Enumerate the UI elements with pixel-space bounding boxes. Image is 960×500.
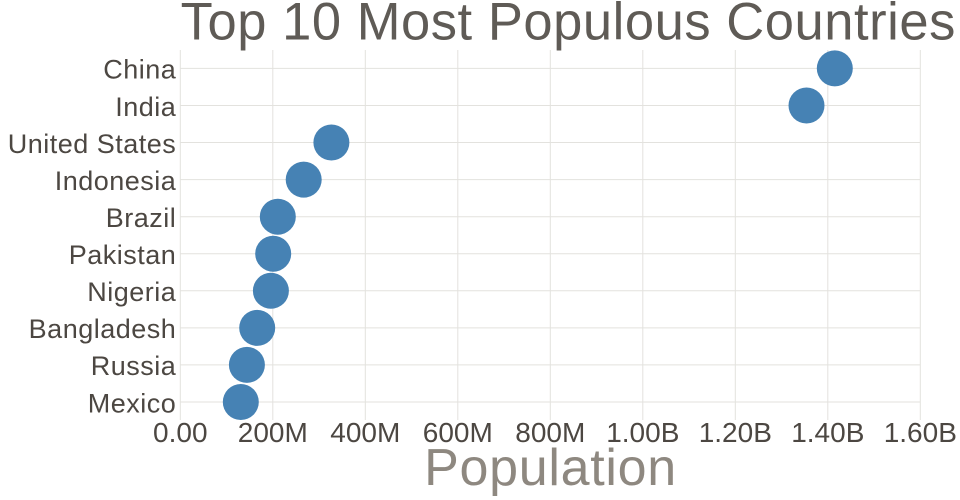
svg-text:India: India	[115, 92, 177, 122]
svg-text:Russia: Russia	[91, 351, 177, 381]
svg-text:Indonesia: Indonesia	[55, 166, 177, 196]
svg-text:Brazil: Brazil	[106, 203, 177, 233]
svg-text:400M: 400M	[330, 417, 400, 448]
svg-text:Mexico: Mexico	[88, 388, 177, 418]
svg-text:Bangladesh: Bangladesh	[29, 314, 177, 344]
svg-text:1.40B: 1.40B	[791, 417, 864, 448]
svg-text:200M: 200M	[238, 417, 308, 448]
svg-text:Top 10 Most Populous Countries: Top 10 Most Populous Countries	[181, 0, 956, 52]
svg-text:1.60B: 1.60B	[884, 417, 957, 448]
svg-text:800M: 800M	[515, 417, 585, 448]
svg-text:1.20B: 1.20B	[699, 417, 772, 448]
svg-text:China: China	[103, 55, 177, 85]
svg-text:United States: United States	[8, 129, 177, 159]
svg-text:600M: 600M	[423, 417, 493, 448]
svg-text:Pakistan: Pakistan	[69, 240, 177, 270]
svg-text:0.00: 0.00	[153, 417, 208, 448]
svg-text:Population: Population	[424, 439, 677, 497]
svg-text:Nigeria: Nigeria	[87, 277, 177, 307]
svg-text:1.00B: 1.00B	[606, 417, 679, 448]
